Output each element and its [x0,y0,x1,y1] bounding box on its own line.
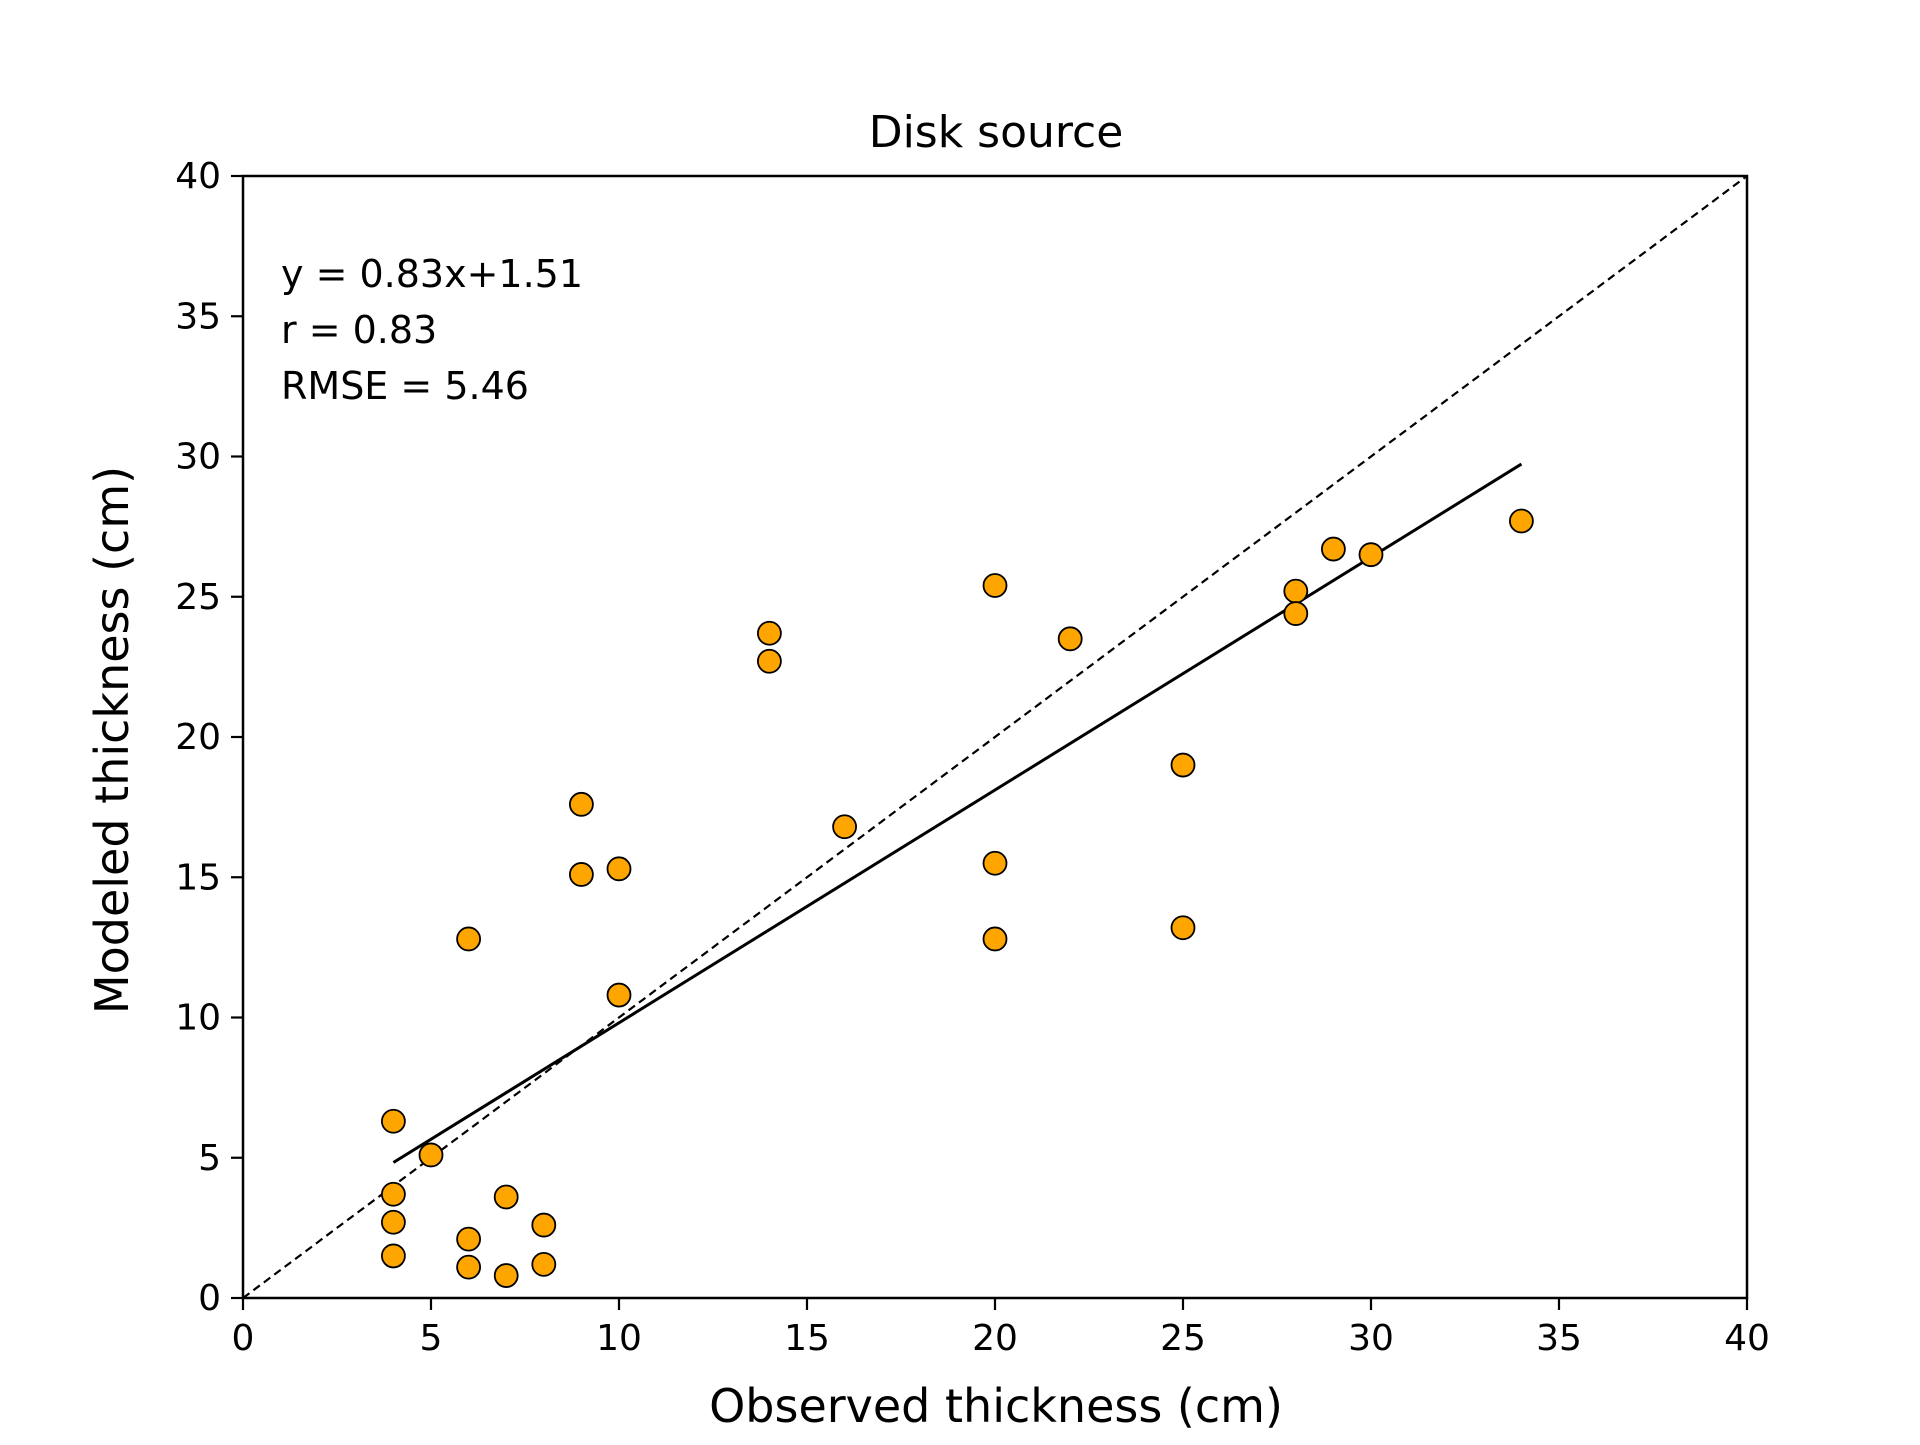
data-point [380,1243,406,1269]
y-tick-label: 15 [175,857,221,898]
y-tick-label: 25 [175,577,221,618]
x-tick-label: 20 [972,1318,1018,1359]
stats-annotation: RMSE = 5.46 [281,364,529,408]
chart-title: Disk source [869,107,1124,158]
data-point [456,1226,482,1252]
data-point [418,1142,444,1168]
data-point [606,856,632,882]
x-tick-label: 35 [1536,1318,1582,1359]
y-tick-label: 0 [198,1278,221,1319]
data-point [1509,508,1534,534]
stats-annotation: y = 0.83x+1.51 [281,252,583,296]
data-point [493,1184,519,1210]
data-point [493,1263,519,1288]
x-axis-label: Observed thickness (cm) [709,1379,1283,1433]
y-tick-label: 20 [175,717,221,758]
data-point [757,620,782,646]
regression-line [392,462,1523,1164]
stats-annotation: r = 0.83 [281,308,437,352]
data-point [982,850,1008,876]
data-point [832,814,857,840]
x-tick-label: 0 [232,1318,255,1359]
data-point [1283,601,1309,626]
data-point [456,926,482,952]
data-point [1358,542,1384,568]
data-point [380,1181,406,1207]
data-point [1170,915,1196,941]
y-tick-label: 30 [175,437,221,478]
data-point [531,1212,557,1238]
data-point [569,791,594,817]
data-point [1283,578,1309,604]
data-point [456,1254,482,1280]
identity-line [242,175,1748,1299]
data-point [982,926,1008,952]
x-tick-label: 30 [1348,1318,1394,1359]
data-point [380,1108,406,1134]
data-point [1057,626,1083,652]
y-tick-label: 40 [175,156,221,197]
x-tick-label: 25 [1160,1318,1206,1359]
data-point [982,573,1008,598]
data-point [569,862,594,887]
y-tick-label: 5 [198,1138,221,1179]
y-axis-label: Modeled thickness (cm) [85,466,139,1014]
data-point [606,982,632,1008]
x-tick-label: 15 [784,1318,830,1359]
data-point [757,648,782,674]
data-point [380,1209,406,1235]
x-tick-label: 40 [1724,1318,1770,1359]
x-tick-label: 10 [596,1318,642,1359]
y-tick-label: 35 [175,296,221,337]
y-tick-label: 10 [175,998,221,1039]
data-point [1321,536,1346,562]
data-point [1170,752,1196,778]
x-tick-label: 5 [420,1318,443,1359]
data-point [531,1251,557,1277]
